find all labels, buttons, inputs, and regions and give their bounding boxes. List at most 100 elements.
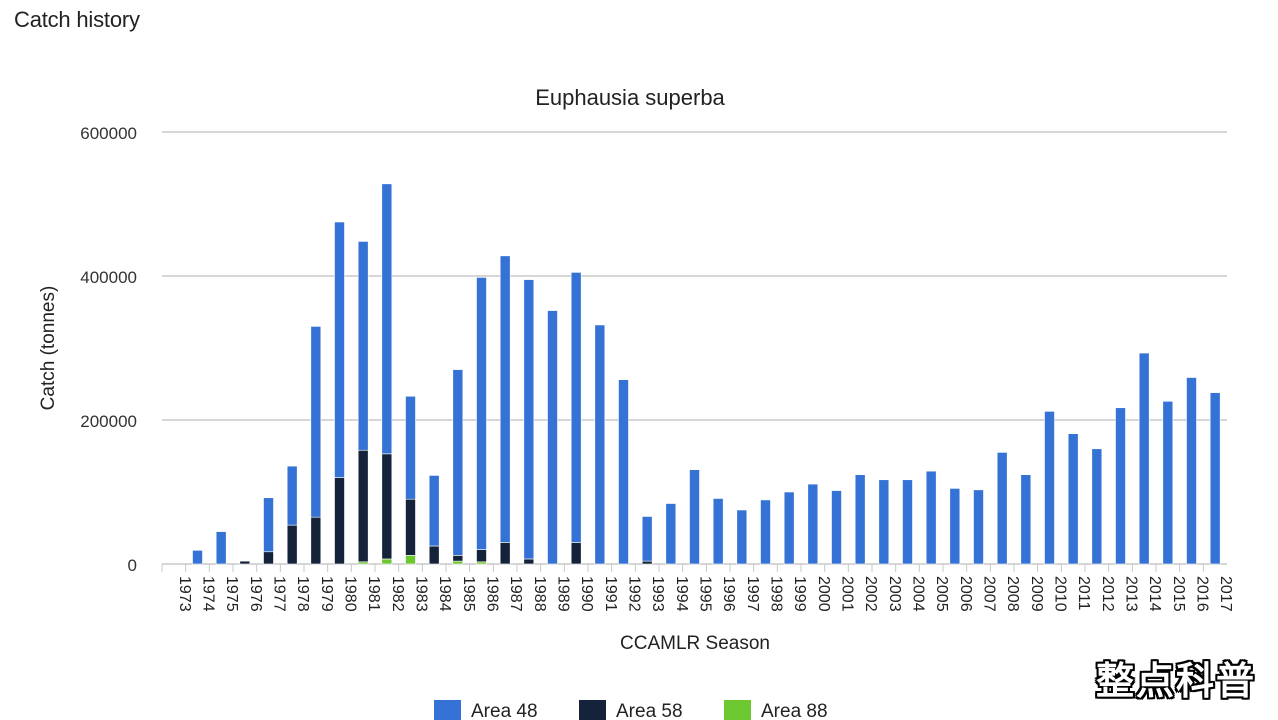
- bar-area-58-1993[interactable]: [641, 560, 653, 565]
- bar-area-48-2002[interactable]: [854, 474, 866, 565]
- x-tick-label: 1996: [720, 576, 737, 612]
- x-tick-label: 2012: [1099, 576, 1116, 612]
- bar-area-48-1995[interactable]: [689, 469, 700, 565]
- bar-area-48-1988[interactable]: [523, 279, 535, 560]
- legend-item-area-88[interactable]: Area 88: [724, 700, 828, 720]
- x-tick-label: 2016: [1194, 576, 1211, 612]
- x-tick-label: 1978: [294, 576, 311, 612]
- bar-area-48-2007[interactable]: [973, 489, 984, 565]
- x-tick-label: 1988: [531, 576, 548, 612]
- bar-area-48-2009[interactable]: [1020, 474, 1032, 565]
- x-tick-label: 1981: [365, 576, 382, 612]
- x-tick-label: 1974: [200, 576, 217, 612]
- legend[interactable]: Area 48 Area 58 Area 88: [434, 700, 828, 720]
- bar-area-58-1987[interactable]: [499, 542, 511, 565]
- bar-area-48-1994[interactable]: [665, 503, 677, 565]
- x-tick-label: 1977: [271, 576, 288, 612]
- bar-area-48-1974[interactable]: [192, 550, 203, 565]
- bar-area-48-2015[interactable]: [1162, 400, 1174, 565]
- bar-area-48-1996[interactable]: [712, 498, 724, 565]
- x-tick-label: 2010: [1052, 576, 1069, 612]
- x-tick-label: 1982: [389, 576, 406, 612]
- x-tick-label: 1995: [697, 576, 714, 612]
- page-heading: Catch history: [14, 7, 140, 32]
- bar-area-88-1982[interactable]: [381, 558, 393, 565]
- bar-area-48-2005[interactable]: [925, 470, 937, 565]
- bar-area-58-1986[interactable]: [476, 549, 487, 563]
- bar-area-48-1987[interactable]: [499, 255, 511, 543]
- bar-area-58-1980[interactable]: [334, 477, 345, 565]
- bar-area-48-2012[interactable]: [1091, 448, 1103, 565]
- bar-area-48-1986[interactable]: [476, 277, 487, 550]
- y-tick-label: 0: [128, 556, 137, 575]
- bar-area-58-1976[interactable]: [239, 560, 251, 565]
- bars-layer: [192, 183, 1221, 565]
- bar-area-58-1990[interactable]: [570, 542, 582, 565]
- bar-area-48-2010[interactable]: [1044, 411, 1055, 565]
- bar-area-48-1977[interactable]: [263, 497, 274, 553]
- bar-area-48-1978[interactable]: [286, 465, 298, 526]
- bar-area-88-1986[interactable]: [476, 561, 487, 565]
- bar-area-48-1992[interactable]: [618, 379, 629, 565]
- bar-area-58-1982[interactable]: [381, 453, 393, 560]
- bar-area-58-1985[interactable]: [452, 555, 464, 562]
- bar-area-48-1999[interactable]: [783, 491, 795, 565]
- bar-area-48-2004[interactable]: [902, 479, 913, 565]
- bar-area-48-2017[interactable]: [1209, 392, 1221, 565]
- x-tick-label: 2007: [981, 576, 998, 612]
- x-tick-label: 1992: [626, 576, 643, 612]
- bar-area-48-2006[interactable]: [949, 488, 961, 565]
- bar-area-48-2014[interactable]: [1138, 352, 1150, 565]
- bar-area-58-1977[interactable]: [263, 551, 274, 565]
- y-axis-label: Catch (tonnes): [38, 286, 59, 411]
- x-tick-label: 2014: [1146, 576, 1163, 612]
- y-tick-label: 200000: [80, 412, 137, 431]
- bar-area-88-1985[interactable]: [452, 560, 464, 565]
- x-tick-label: 1998: [768, 576, 785, 612]
- bar-area-58-1983[interactable]: [405, 498, 416, 556]
- bar-area-48-1997[interactable]: [736, 509, 748, 565]
- x-tick-label: 1979: [318, 576, 335, 612]
- bar-area-48-2013[interactable]: [1115, 407, 1126, 565]
- bar-area-48-1993[interactable]: [641, 516, 653, 562]
- legend-swatch: [579, 700, 606, 720]
- legend-swatch: [434, 700, 461, 720]
- bar-area-48-1991[interactable]: [594, 324, 606, 565]
- bar-area-48-1982[interactable]: [381, 183, 393, 455]
- x-tick-label: 2009: [1028, 576, 1045, 612]
- x-tick-label: 1983: [413, 576, 430, 612]
- bar-area-48-1998[interactable]: [760, 499, 771, 565]
- bar-area-88-1983[interactable]: [405, 555, 416, 565]
- x-axis-label: CCAMLR Season: [620, 633, 770, 654]
- bar-area-48-1990[interactable]: [570, 272, 582, 543]
- bar-area-48-1984[interactable]: [428, 475, 440, 547]
- bar-area-58-1979[interactable]: [310, 516, 322, 565]
- bar-area-58-1978[interactable]: [286, 524, 298, 565]
- bar-area-88-1981[interactable]: [357, 561, 369, 565]
- legend-swatch: [724, 700, 751, 720]
- bar-area-48-2016[interactable]: [1186, 377, 1197, 565]
- legend-item-area-48[interactable]: Area 48: [434, 700, 538, 720]
- x-tick-label: 1999: [791, 576, 808, 612]
- bar-area-48-2011[interactable]: [1067, 433, 1079, 565]
- x-tick-label: 2011: [1075, 576, 1092, 611]
- bar-area-48-1979[interactable]: [310, 326, 322, 518]
- x-tick-label: 1990: [578, 576, 595, 612]
- bar-area-58-1984[interactable]: [428, 545, 440, 565]
- bar-area-48-1983[interactable]: [405, 395, 416, 500]
- bar-area-48-1989[interactable]: [547, 310, 558, 565]
- bar-area-48-1980[interactable]: [334, 221, 345, 478]
- legend-item-area-58[interactable]: Area 58: [579, 700, 683, 720]
- bar-area-58-1981[interactable]: [357, 449, 369, 563]
- bar-area-48-1985[interactable]: [452, 369, 464, 556]
- bar-area-48-1981[interactable]: [357, 241, 369, 451]
- bar-area-48-2000[interactable]: [807, 483, 819, 565]
- bar-area-58-1988[interactable]: [523, 558, 535, 565]
- bar-area-48-2001[interactable]: [831, 490, 842, 565]
- bar-area-48-1975[interactable]: [215, 531, 227, 565]
- bar-area-48-2003[interactable]: [878, 479, 890, 565]
- bar-area-48-2008[interactable]: [996, 452, 1008, 565]
- legend-label: Area 88: [761, 701, 828, 720]
- x-tick-label: 1985: [460, 576, 477, 612]
